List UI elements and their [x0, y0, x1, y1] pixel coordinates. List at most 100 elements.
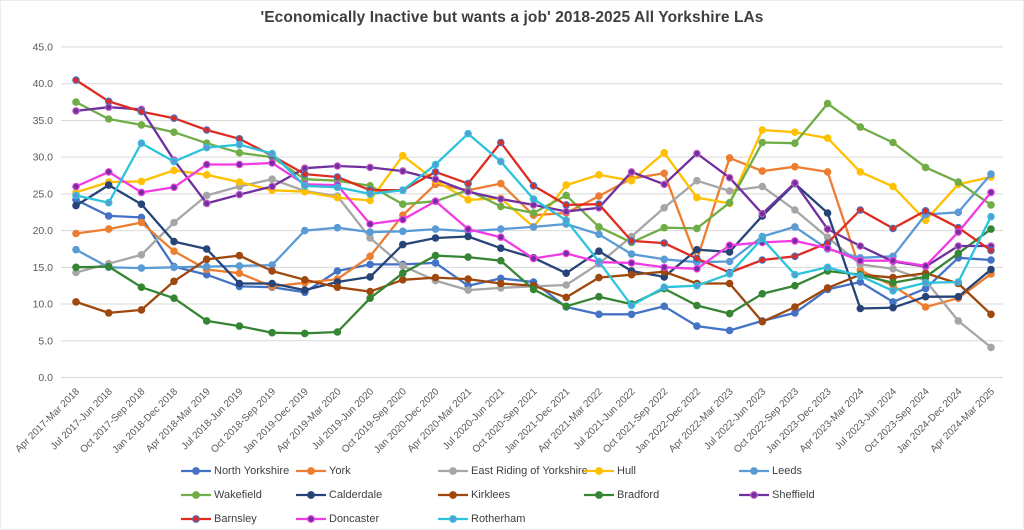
series-marker-hull	[823, 134, 832, 142]
series-line-north-yorkshire	[74, 198, 993, 332]
series-marker-sheffield	[693, 149, 701, 158]
series-marker-leeds	[72, 245, 80, 254]
series-marker-barnsley	[137, 107, 146, 116]
series-marker-rotherham	[235, 140, 244, 149]
legend-item-hull[interactable]: Hull	[584, 464, 636, 478]
series-marker-rotherham	[856, 272, 865, 280]
series-marker-barnsley	[987, 246, 995, 255]
series-marker-bradford	[366, 294, 374, 303]
legend-item-wakefield[interactable]: Wakefield	[181, 488, 262, 502]
series-marker-barnsley	[562, 201, 571, 209]
series-marker-calderdale	[72, 201, 80, 210]
series-marker-sheffield	[398, 167, 407, 175]
series-marker-bradford	[333, 328, 342, 336]
series-marker-kirklees	[137, 306, 146, 314]
series-marker-doncaster	[235, 160, 244, 169]
series-marker-sheffield	[72, 107, 80, 115]
series-marker-kirklees	[987, 310, 995, 319]
series-marker-north-yorkshire	[595, 310, 603, 319]
series-marker-rotherham	[725, 270, 734, 278]
series-marker-calderdale	[725, 248, 734, 256]
series-marker-leeds	[660, 255, 669, 264]
series-marker-leeds	[431, 225, 440, 233]
y-axis-tick-label: 10.0	[33, 299, 54, 311]
series-marker-wakefield	[72, 98, 80, 106]
series-marker-kirklees	[791, 303, 799, 311]
series-marker-calderdale	[268, 279, 276, 288]
series-marker-doncaster	[889, 256, 897, 265]
series-marker-sheffield	[791, 179, 799, 187]
series-marker-leeds	[300, 226, 309, 235]
series-marker-barnsley	[693, 254, 701, 263]
series-marker-kirklees	[627, 270, 636, 279]
series-marker-kirklees	[300, 275, 309, 284]
legend-label: Bradford	[617, 489, 660, 501]
series-marker-doncaster	[856, 256, 865, 265]
series-marker-wakefield	[660, 223, 669, 232]
legend-item-barnsley[interactable]: Barnsley	[181, 512, 257, 526]
series-marker-rotherham	[431, 160, 440, 169]
series-marker-bradford	[758, 289, 767, 298]
series-marker-barnsley	[660, 239, 669, 247]
series-marker-hull	[366, 196, 374, 205]
series-marker-leeds	[791, 223, 799, 231]
legend-item-sheffield[interactable]: Sheffield	[739, 488, 815, 502]
series-marker-rotherham	[758, 234, 767, 243]
series-marker-east-riding-of-yorkshire	[889, 264, 897, 273]
legend-item-calderdale[interactable]: Calderdale	[296, 488, 382, 502]
series-marker-doncaster	[366, 220, 374, 228]
x-axis-tick-label: Jul 2017-Jun 2018	[49, 386, 115, 452]
legend-item-rotherham[interactable]: Rotherham	[438, 512, 525, 526]
legend-line-marker-icon	[296, 467, 326, 475]
series-marker-calderdale	[431, 234, 440, 242]
series-marker-bradford	[595, 292, 603, 301]
series-marker-sheffield	[496, 195, 505, 203]
legend-item-bradford[interactable]: Bradford	[584, 488, 659, 502]
series-marker-north-yorkshire	[431, 259, 440, 267]
series-marker-doncaster	[137, 188, 146, 197]
series-marker-doncaster	[496, 233, 505, 242]
series-marker-kirklees	[268, 267, 276, 275]
legend-item-north-yorkshire[interactable]: North Yorkshire	[181, 464, 289, 478]
series-marker-hull	[758, 126, 767, 134]
series-marker-east-riding-of-yorkshire	[791, 206, 799, 214]
series-marker-leeds	[987, 170, 995, 178]
series-marker-bradford	[431, 251, 440, 260]
series-marker-doncaster	[72, 182, 80, 191]
series-marker-doncaster	[398, 215, 407, 224]
x-axis-tick-label: Jul 2019-Jun 2020	[310, 386, 376, 452]
legend-item-doncaster[interactable]: Doncaster	[296, 512, 379, 526]
y-axis-tick-label: 30.0	[33, 152, 54, 164]
series-marker-east-riding-of-yorkshire	[725, 187, 734, 195]
legend-item-leeds[interactable]: Leeds	[739, 464, 802, 478]
legend-line-marker-icon	[739, 467, 769, 475]
legend-item-east-riding-of-yorkshire[interactable]: East Riding of Yorkshire	[438, 464, 588, 478]
series-marker-york	[72, 229, 80, 238]
legend-label: Doncaster	[329, 513, 380, 525]
series-marker-wakefield	[987, 201, 995, 209]
series-marker-kirklees	[170, 277, 178, 286]
series-marker-leeds	[333, 223, 342, 232]
chart-title: 'Economically Inactive but wants a job' …	[260, 9, 764, 26]
series-marker-calderdale	[104, 181, 113, 189]
series-marker-calderdale	[366, 273, 374, 281]
series-marker-york	[170, 247, 178, 256]
series-marker-east-riding-of-yorkshire	[398, 262, 407, 270]
series-marker-calderdale	[170, 237, 178, 246]
series-marker-north-yorkshire	[366, 260, 374, 269]
series-marker-east-riding-of-yorkshire	[562, 281, 571, 289]
series-marker-bradford	[72, 263, 80, 272]
legend-line-marker-icon	[181, 515, 211, 523]
series-marker-york	[496, 179, 505, 188]
series-marker-wakefield	[921, 163, 930, 172]
series-marker-doncaster	[660, 263, 669, 272]
legend-item-york[interactable]: York	[296, 464, 351, 478]
series-marker-york	[104, 225, 113, 233]
series-marker-sheffield	[562, 207, 571, 216]
series-marker-barnsley	[529, 182, 538, 190]
legend-item-kirklees[interactable]: Kirklees	[438, 488, 510, 502]
legend-line-marker-icon	[584, 467, 614, 475]
series-marker-rotherham	[333, 183, 342, 192]
series-marker-doncaster	[725, 241, 734, 250]
